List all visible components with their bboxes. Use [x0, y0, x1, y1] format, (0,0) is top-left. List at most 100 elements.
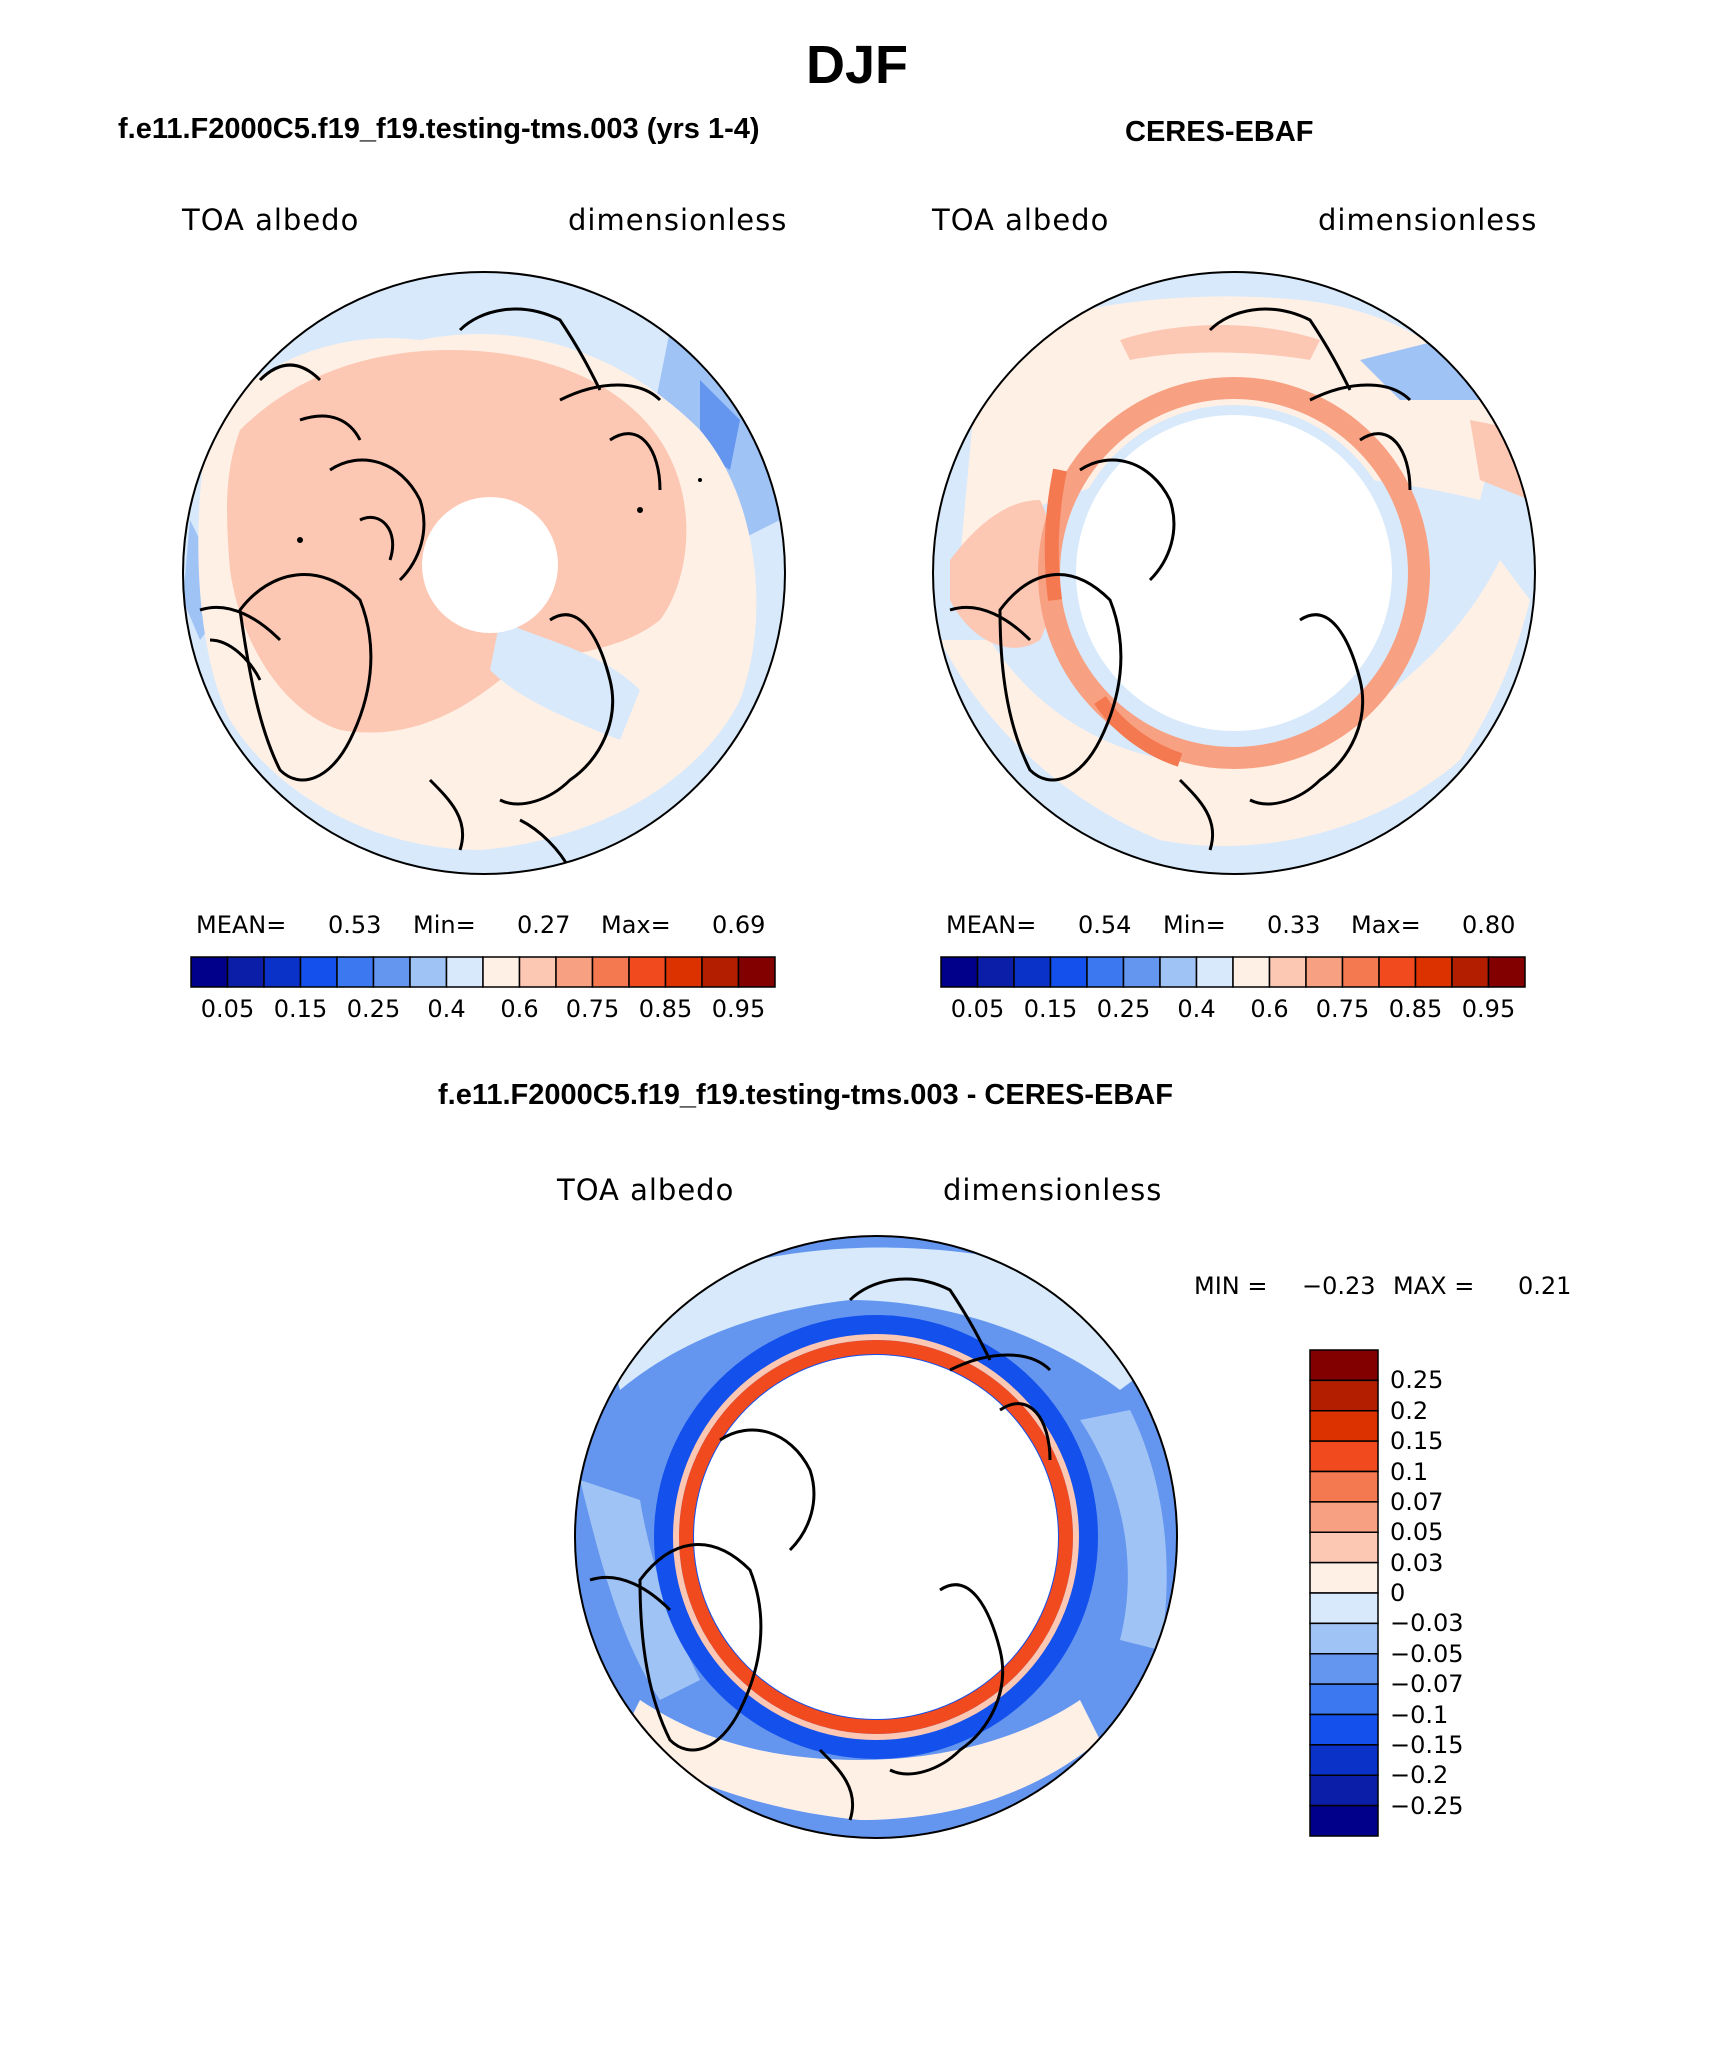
colorbar-tick-label: 0.05	[1390, 1518, 1444, 1547]
colorbar-tick-label: 0.6	[1250, 995, 1289, 1023]
model-units-label: dimensionless	[568, 203, 788, 237]
obs-mean-value: 0.54	[1078, 911, 1132, 939]
model-max-value: 0.69	[712, 911, 766, 939]
colorbar-tick-label: 0.95	[1461, 995, 1516, 1023]
diff-units-label: dimensionless	[943, 1173, 1163, 1207]
colorbar-swatch	[1195, 956, 1234, 988]
colorbar-swatch	[1122, 956, 1161, 988]
colorbar-swatch	[1309, 1622, 1379, 1655]
colorbar-swatch	[1378, 956, 1417, 988]
colorbar-tick-label: 0.4	[427, 995, 466, 1023]
colorbar-tick-label: 0.15	[273, 995, 328, 1023]
colorbar-swatch	[372, 956, 411, 988]
colorbar-swatch	[664, 956, 703, 988]
diff-max-label: MAX =	[1393, 1272, 1475, 1300]
figure-title: DJF	[806, 35, 909, 95]
diff-max-value: 0.21	[1518, 1272, 1572, 1300]
colorbar-swatch	[555, 956, 594, 988]
colorbar-tick-label: 0.4	[1177, 995, 1216, 1023]
colorbar-swatch	[1309, 1561, 1379, 1594]
colorbar-swatch	[1159, 956, 1198, 988]
model-mean-label: MEAN=	[196, 911, 287, 939]
colorbar-swatch	[737, 956, 776, 988]
colorbar-tick-label: 0.03	[1390, 1548, 1444, 1577]
colorbar-tick-label: 0.75	[565, 995, 620, 1023]
colorbar-tick-label: 0.15	[1390, 1427, 1444, 1456]
model-colorbar	[190, 956, 776, 988]
colorbar-swatch	[1309, 1531, 1379, 1564]
colorbar-tick-label: 0.25	[1390, 1366, 1444, 1395]
colorbar-tick-label: −0.1	[1390, 1700, 1449, 1729]
colorbar-swatch	[1049, 956, 1088, 988]
colorbar-swatch	[1309, 1440, 1379, 1473]
diff-min-label: MIN =	[1194, 1272, 1268, 1300]
colorbar-swatch	[226, 956, 265, 988]
colorbar-tick-label: 0.85	[1388, 995, 1443, 1023]
colorbar-tick-label: −0.25	[1390, 1791, 1464, 1820]
colorbar-tick-label: 0.85	[638, 995, 693, 1023]
colorbar-tick-label: 0.75	[1315, 995, 1370, 1023]
colorbar-swatch	[1309, 1653, 1379, 1685]
colorbar-swatch	[628, 956, 667, 988]
model-max-label: Max=	[601, 911, 671, 939]
colorbar-tick-label: 0.95	[711, 995, 766, 1023]
colorbar-swatch	[336, 956, 375, 988]
colorbar-swatch	[1309, 1774, 1379, 1807]
colorbar-swatch	[1414, 956, 1453, 988]
obs-max-value: 0.80	[1462, 911, 1516, 939]
model-mean-value: 0.53	[328, 911, 382, 939]
diff-panel-title: f.e11.F2000C5.f19_f19.testing-tms.003 - …	[438, 1079, 1173, 1111]
colorbar-swatch	[1309, 1501, 1379, 1533]
colorbar-swatch	[1305, 956, 1344, 988]
colorbar-tick-label: −0.2	[1390, 1761, 1449, 1790]
colorbar-tick-label: 0.25	[1096, 995, 1151, 1023]
colorbar-tick-label: 0.25	[346, 995, 401, 1023]
model-min-label: Min=	[413, 911, 476, 939]
diff-min-value: −0.23	[1302, 1272, 1376, 1300]
colorbar-tick-label: −0.05	[1390, 1639, 1464, 1668]
diff-variable-label: TOA albedo	[557, 1173, 735, 1207]
colorbar-tick-label: 0	[1390, 1579, 1406, 1607]
colorbar-swatch	[1232, 956, 1271, 988]
obs-colorbar	[940, 956, 1526, 988]
obs-panel-title: CERES-EBAF	[1125, 116, 1314, 148]
colorbar-swatch	[1309, 1744, 1379, 1776]
colorbar-swatch	[1309, 1683, 1379, 1716]
model-min-value: 0.27	[517, 911, 571, 939]
colorbar-tick-label: −0.07	[1390, 1670, 1464, 1699]
colorbar-swatch	[445, 956, 484, 988]
colorbar-swatch	[190, 956, 229, 988]
colorbar-swatch	[591, 956, 630, 988]
colorbar-tick-label: 0.1	[1390, 1457, 1429, 1486]
obs-units-label: dimensionless	[1318, 203, 1538, 237]
colorbar-tick-label: 0.05	[200, 995, 255, 1023]
colorbar-tick-label: 0.15	[1023, 995, 1078, 1023]
obs-min-label: Min=	[1163, 911, 1226, 939]
colorbar-tick-label: 0.07	[1390, 1487, 1444, 1516]
colorbar-swatch	[1268, 956, 1307, 988]
model-variable-label: TOA albedo	[182, 203, 360, 237]
model-map	[182, 271, 786, 875]
colorbar-swatch	[1309, 1804, 1379, 1837]
colorbar-swatch	[1341, 956, 1380, 988]
colorbar-swatch	[518, 956, 557, 988]
colorbar-swatch	[1487, 956, 1526, 988]
obs-min-value: 0.33	[1267, 911, 1321, 939]
obs-map	[932, 271, 1536, 875]
colorbar-swatch	[976, 956, 1015, 988]
colorbar-tick-label: 0.05	[950, 995, 1005, 1023]
obs-variable-label: TOA albedo	[932, 203, 1110, 237]
colorbar-tick-label: 0.2	[1390, 1396, 1429, 1425]
colorbar-swatch	[482, 956, 521, 988]
colorbar-tick-label: −0.15	[1390, 1730, 1464, 1759]
colorbar-swatch	[1309, 1592, 1379, 1625]
diff-map	[574, 1235, 1178, 1839]
obs-max-label: Max=	[1351, 911, 1421, 939]
colorbar-swatch	[1451, 956, 1490, 988]
colorbar-swatch	[1309, 1349, 1379, 1382]
colorbar-swatch	[1013, 956, 1052, 988]
colorbar-swatch	[1309, 1713, 1379, 1746]
colorbar-swatch	[1086, 956, 1125, 988]
diff-colorbar	[1309, 1349, 1379, 1837]
